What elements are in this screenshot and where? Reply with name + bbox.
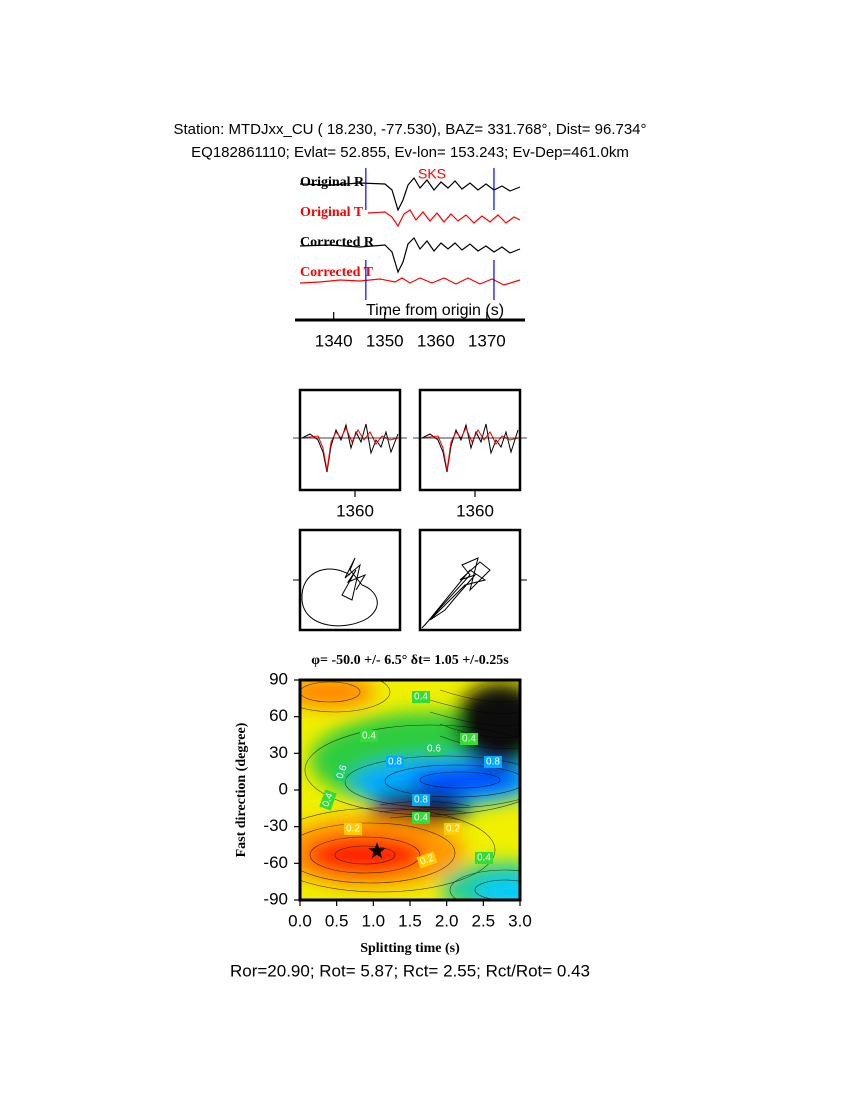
contour-label-bg	[412, 691, 430, 703]
zoom-frame	[298, 388, 402, 492]
contour-label: 0.2	[419, 852, 436, 867]
contour-label-bg	[484, 756, 502, 768]
contour-label-bg	[475, 852, 493, 864]
footer: Ror=20.90; Rot= 5.87; Rct= 2.55; Rct/Rot…	[230, 961, 590, 980]
contour-label: 0.2	[346, 824, 360, 835]
x-tick-label: 2.5	[472, 911, 496, 930]
y-tick-label: -30	[263, 816, 288, 835]
contour-label-bg	[412, 794, 430, 806]
trace-label: Corrected T	[300, 265, 374, 280]
trace-label: Original R	[300, 175, 365, 190]
x-axis-label: Time from origin (s)	[366, 302, 504, 319]
contour-label: 0.4	[462, 734, 476, 745]
x-tick-label: 2.0	[435, 911, 459, 930]
contour-title: φ= -50.0 +/- 6.5° δt= 1.05 +/-0.25s	[311, 653, 509, 668]
contour-label-bg	[319, 789, 337, 811]
trace-corrected-t	[299, 277, 521, 286]
header-station: Station: MTDJxx_CU ( 18.230, -77.530), B…	[173, 121, 646, 138]
best-fit-star	[368, 842, 386, 859]
contour-label: 0.4	[414, 813, 428, 824]
phase-label: SKS	[418, 166, 446, 182]
contour-label: 0.2	[446, 824, 460, 835]
contour-label: 0.6	[427, 744, 441, 755]
x-tick-label: 1340	[315, 331, 353, 350]
contour-label-bg	[425, 743, 443, 755]
contour-label-bg	[416, 851, 438, 869]
contour-label: 0.8	[486, 757, 500, 768]
x-tick-label: 1370	[468, 331, 506, 350]
zoom-trace	[301, 423, 399, 473]
contour-label: 0.4	[414, 692, 428, 703]
x-tick-label: 0.0	[288, 911, 312, 930]
contour-label-bg	[344, 823, 362, 835]
particle-panels	[293, 528, 527, 632]
x-axis-label: Splitting time (s)	[360, 941, 460, 956]
contour-label-bg	[333, 761, 351, 783]
contour-label: 0.4	[477, 853, 491, 864]
contour-label: 0.4	[321, 791, 336, 808]
contour-label: 0.8	[414, 795, 428, 806]
contour-label-bg	[386, 756, 404, 768]
x-tick-label: 3.0	[508, 911, 532, 930]
zoom-trace	[421, 423, 519, 473]
contour-label-bg	[412, 812, 430, 824]
contour-label-bg	[444, 823, 462, 835]
trace-corrected-r	[299, 237, 521, 274]
x-tick-label: 1350	[366, 331, 404, 350]
y-tick-label: -60	[263, 853, 288, 872]
zoom-panels	[298, 388, 522, 492]
x-tick-label: 1.5	[398, 911, 422, 930]
trace-label: Original T	[300, 205, 364, 220]
x-tick-label: 0.5	[325, 911, 349, 930]
x-tick-label: 1360	[456, 501, 494, 520]
contour-label: 0.8	[388, 757, 402, 768]
y-tick-label: 90	[269, 669, 288, 688]
zoom-trace	[421, 426, 519, 471]
zoom-trace	[301, 426, 399, 471]
contour-surface	[300, 680, 520, 900]
y-tick-label: -90	[263, 889, 288, 908]
y-axis-label: Fast direction (degree)	[234, 722, 249, 857]
particle-motion	[421, 557, 491, 629]
contour-label-bg	[360, 730, 378, 742]
y-tick-label: 60	[269, 706, 288, 725]
y-tick-label: 0	[279, 779, 288, 798]
trace-original-t	[367, 209, 521, 228]
traces	[299, 176, 521, 286]
contour-label: 0.4	[362, 731, 376, 742]
trace-label: Corrected R	[300, 235, 375, 250]
zoom-frame	[418, 388, 522, 492]
y-tick-label: 30	[269, 743, 288, 762]
contour-label: 0.6	[335, 763, 350, 780]
contour-label-bg	[460, 733, 478, 745]
particle-motion	[301, 557, 378, 627]
x-tick-label: 1.0	[362, 911, 386, 930]
x-tick-label: 1360	[336, 501, 374, 520]
header-event: EQ182861110; Evlat= 52.855, Ev-lon= 153.…	[191, 144, 629, 161]
x-tick-label: 1360	[417, 331, 455, 350]
trace-original-r	[299, 176, 521, 212]
